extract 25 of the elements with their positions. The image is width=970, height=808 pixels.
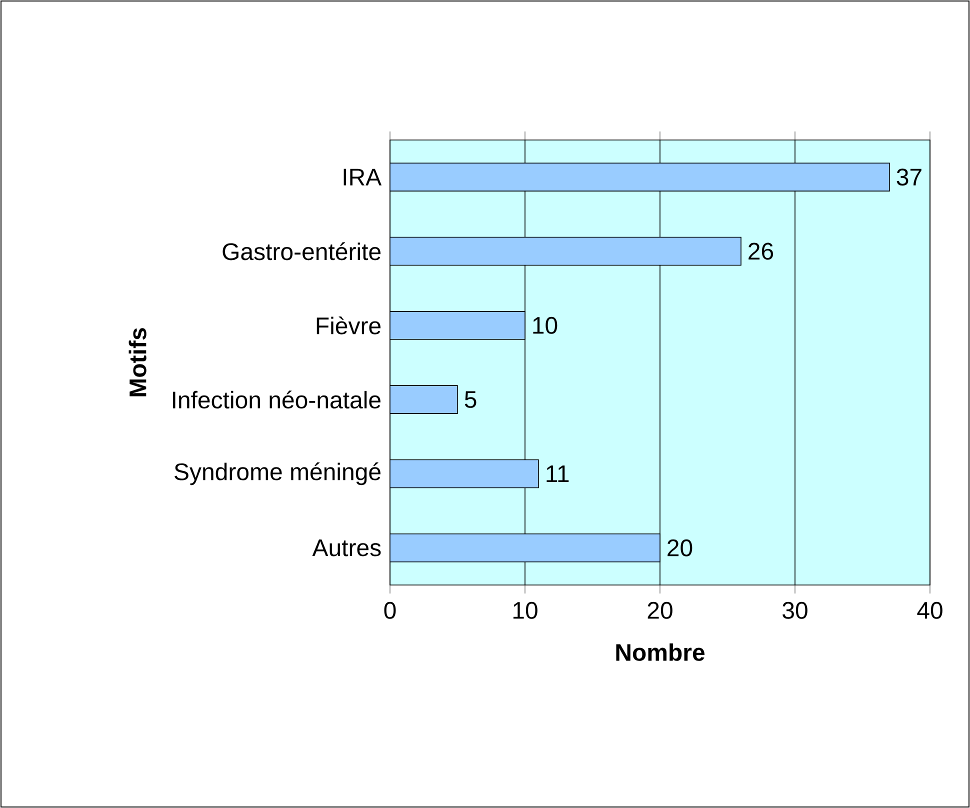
x-tick-label: 30 bbox=[782, 602, 808, 619]
bar bbox=[390, 162, 890, 192]
y-tick-label: Infection néo-natale bbox=[173, 390, 380, 409]
y-tick-label: Autres bbox=[312, 540, 381, 556]
bar bbox=[390, 459, 539, 488]
bar bbox=[390, 534, 660, 562]
y-tick-label: Gastro-entérite bbox=[222, 242, 381, 260]
x-tick-label: 10 bbox=[513, 602, 538, 619]
data-label: 37 bbox=[896, 168, 922, 186]
bar bbox=[390, 236, 742, 266]
x-axis-title: Nombre bbox=[616, 643, 704, 661]
y-axis-title: Motifs bbox=[128, 328, 146, 396]
bar bbox=[390, 385, 458, 414]
x-tick-label: 20 bbox=[648, 602, 672, 619]
x-tick-label: 0 bbox=[384, 602, 396, 619]
data-label: 5 bbox=[464, 391, 476, 408]
y-tick-label: IRA bbox=[344, 168, 382, 186]
data-label: 26 bbox=[748, 242, 774, 260]
x-tick-label: 40 bbox=[917, 602, 942, 619]
bar bbox=[390, 311, 526, 340]
data-label: 20 bbox=[668, 539, 692, 556]
data-label: 11 bbox=[546, 465, 569, 482]
y-tick-label: Fièvre bbox=[316, 316, 381, 334]
y-tick-label: Syndrome méningé bbox=[174, 462, 380, 486]
data-label: 10 bbox=[533, 316, 558, 334]
